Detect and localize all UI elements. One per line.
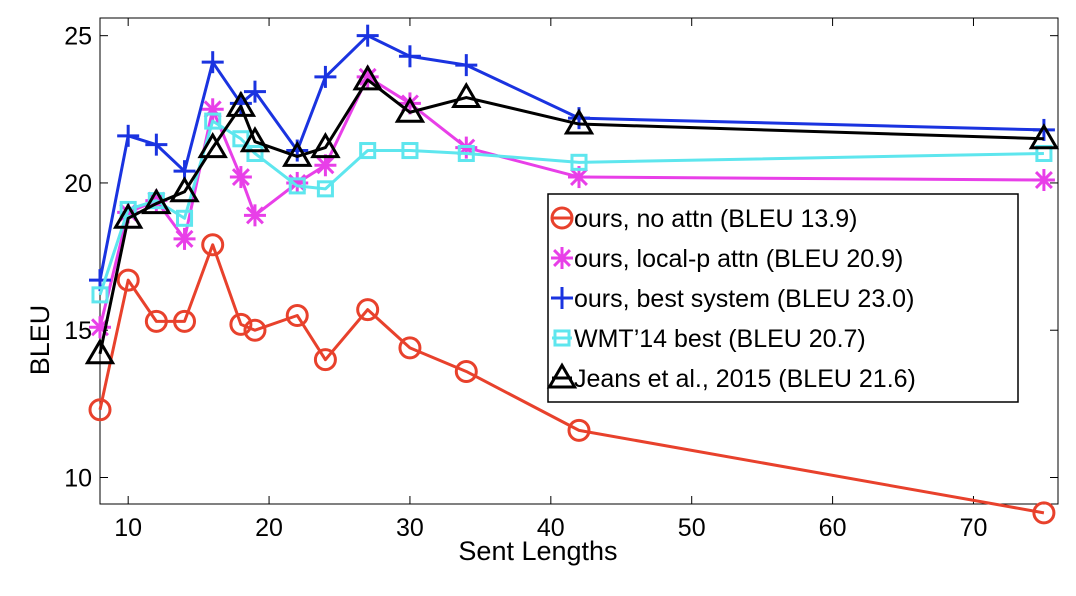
data-point-square: [246, 144, 264, 163]
data-point-circle: [229, 312, 253, 336]
y-tick-label: 20: [64, 170, 92, 198]
legend-item: Jeans et al., 2015 (BLEU 21.6): [546, 362, 916, 393]
data-point-triangle: [169, 176, 200, 203]
x-tick-label: 50: [678, 514, 706, 542]
series-line: [98, 119, 1044, 296]
data-point-square: [91, 286, 109, 304]
data-point-plus: [356, 24, 379, 47]
data-point-circle: [454, 359, 478, 383]
legend-item: ours, local-p attn (BLEU 20.9): [551, 245, 903, 273]
series-4: [84, 64, 1060, 365]
data-point-plus: [243, 80, 266, 103]
data-point-plus: [455, 54, 478, 77]
legend-item: WMT’14 best (BLEU 20.7): [552, 325, 866, 353]
legend: ours, no attn (BLEU 13.9) ours, local-p a…: [546, 193, 1019, 403]
data-point-triangle: [563, 108, 595, 135]
data-point-circle: [88, 398, 112, 422]
series-layer: [84, 24, 1060, 525]
data-point-square: [176, 209, 194, 227]
data-point-circle: [567, 418, 591, 442]
data-point-circle: [550, 206, 574, 230]
data-point-plus: [551, 287, 573, 309]
data-point-square: [457, 144, 475, 163]
x-tick-label: 40: [537, 514, 565, 542]
data-point-triangle: [225, 90, 257, 117]
data-point-triangle: [112, 202, 144, 229]
legend-item: ours, no attn (BLEU 13.9): [550, 205, 857, 233]
data-point-circle: [356, 298, 380, 322]
x-tick-label: 30: [396, 514, 424, 542]
data-point-asterisk: [243, 204, 266, 227]
data-point-triangle: [282, 140, 313, 167]
data-point-square: [288, 177, 306, 195]
x-tick-label: 60: [819, 514, 847, 542]
data-point-plus: [145, 133, 168, 156]
data-point-asterisk: [1032, 169, 1055, 191]
data-point-triangle: [197, 132, 228, 159]
data-point-triangle: [1028, 123, 1060, 150]
y-tick-label: 10: [64, 464, 92, 492]
data-point-asterisk: [173, 227, 196, 250]
data-point-circle: [285, 303, 309, 327]
data-point-square: [553, 329, 571, 347]
legend-label: WMT’14 best (BLEU 20.7): [574, 325, 866, 353]
data-point-triangle: [352, 64, 383, 91]
data-point-circle: [144, 309, 168, 333]
data-point-circle: [398, 336, 422, 360]
x-axis-ticks: 10 20 30 40 50 60 70: [114, 18, 987, 542]
data-point-triangle: [394, 96, 426, 123]
data-point-asterisk: [551, 247, 573, 269]
data-point-circle: [313, 348, 337, 372]
legend-label: ours, local-p attn (BLEU 20.9): [574, 245, 903, 273]
data-point-square: [570, 153, 588, 171]
data-point-square: [401, 142, 419, 160]
data-point-square: [204, 112, 222, 130]
data-point-asterisk: [229, 166, 252, 189]
data-point-circle: [173, 309, 197, 333]
x-tick-label: 10: [114, 514, 142, 542]
data-point-plus: [201, 51, 224, 74]
legend-box: [547, 193, 1019, 403]
data-point-triangle: [239, 126, 271, 153]
data-point-triangle: [546, 362, 578, 389]
legend-label: ours, best system (BLEU 23.0): [574, 285, 914, 313]
data-point-square: [119, 200, 137, 218]
y-axis-ticks: 10 15 20 25: [64, 23, 1058, 492]
series-0: [88, 233, 1056, 525]
data-point-triangle: [310, 132, 341, 159]
data-point-circle: [243, 318, 267, 342]
x-axis-label: Sent Lengths: [458, 536, 617, 566]
data-point-triangle: [84, 338, 116, 365]
legend-label: ours, no attn (BLEU 13.9): [574, 205, 857, 233]
legend-item: ours, best system (BLEU 23.0): [551, 285, 914, 313]
data-point-plus: [398, 45, 421, 68]
data-point-circle: [116, 268, 140, 292]
data-point-square: [359, 142, 377, 160]
data-point-plus: [117, 124, 140, 147]
data-point-plus: [314, 65, 337, 88]
x-tick-label: 20: [255, 514, 283, 542]
series-2: [89, 24, 1055, 292]
data-point-square: [316, 180, 334, 198]
y-axis-label: BLEU: [25, 305, 55, 376]
data-point-plus: [1032, 118, 1055, 141]
x-tick-label: 70: [960, 514, 988, 542]
y-tick-label: 15: [64, 317, 92, 345]
data-point-triangle: [451, 81, 482, 109]
data-point-circle: [1032, 501, 1056, 525]
y-tick-label: 25: [64, 23, 92, 51]
legend-label: Jeans et al., 2015 (BLEU 21.6): [574, 365, 916, 393]
data-point-triangle: [141, 187, 172, 215]
data-point-circle: [201, 233, 225, 257]
